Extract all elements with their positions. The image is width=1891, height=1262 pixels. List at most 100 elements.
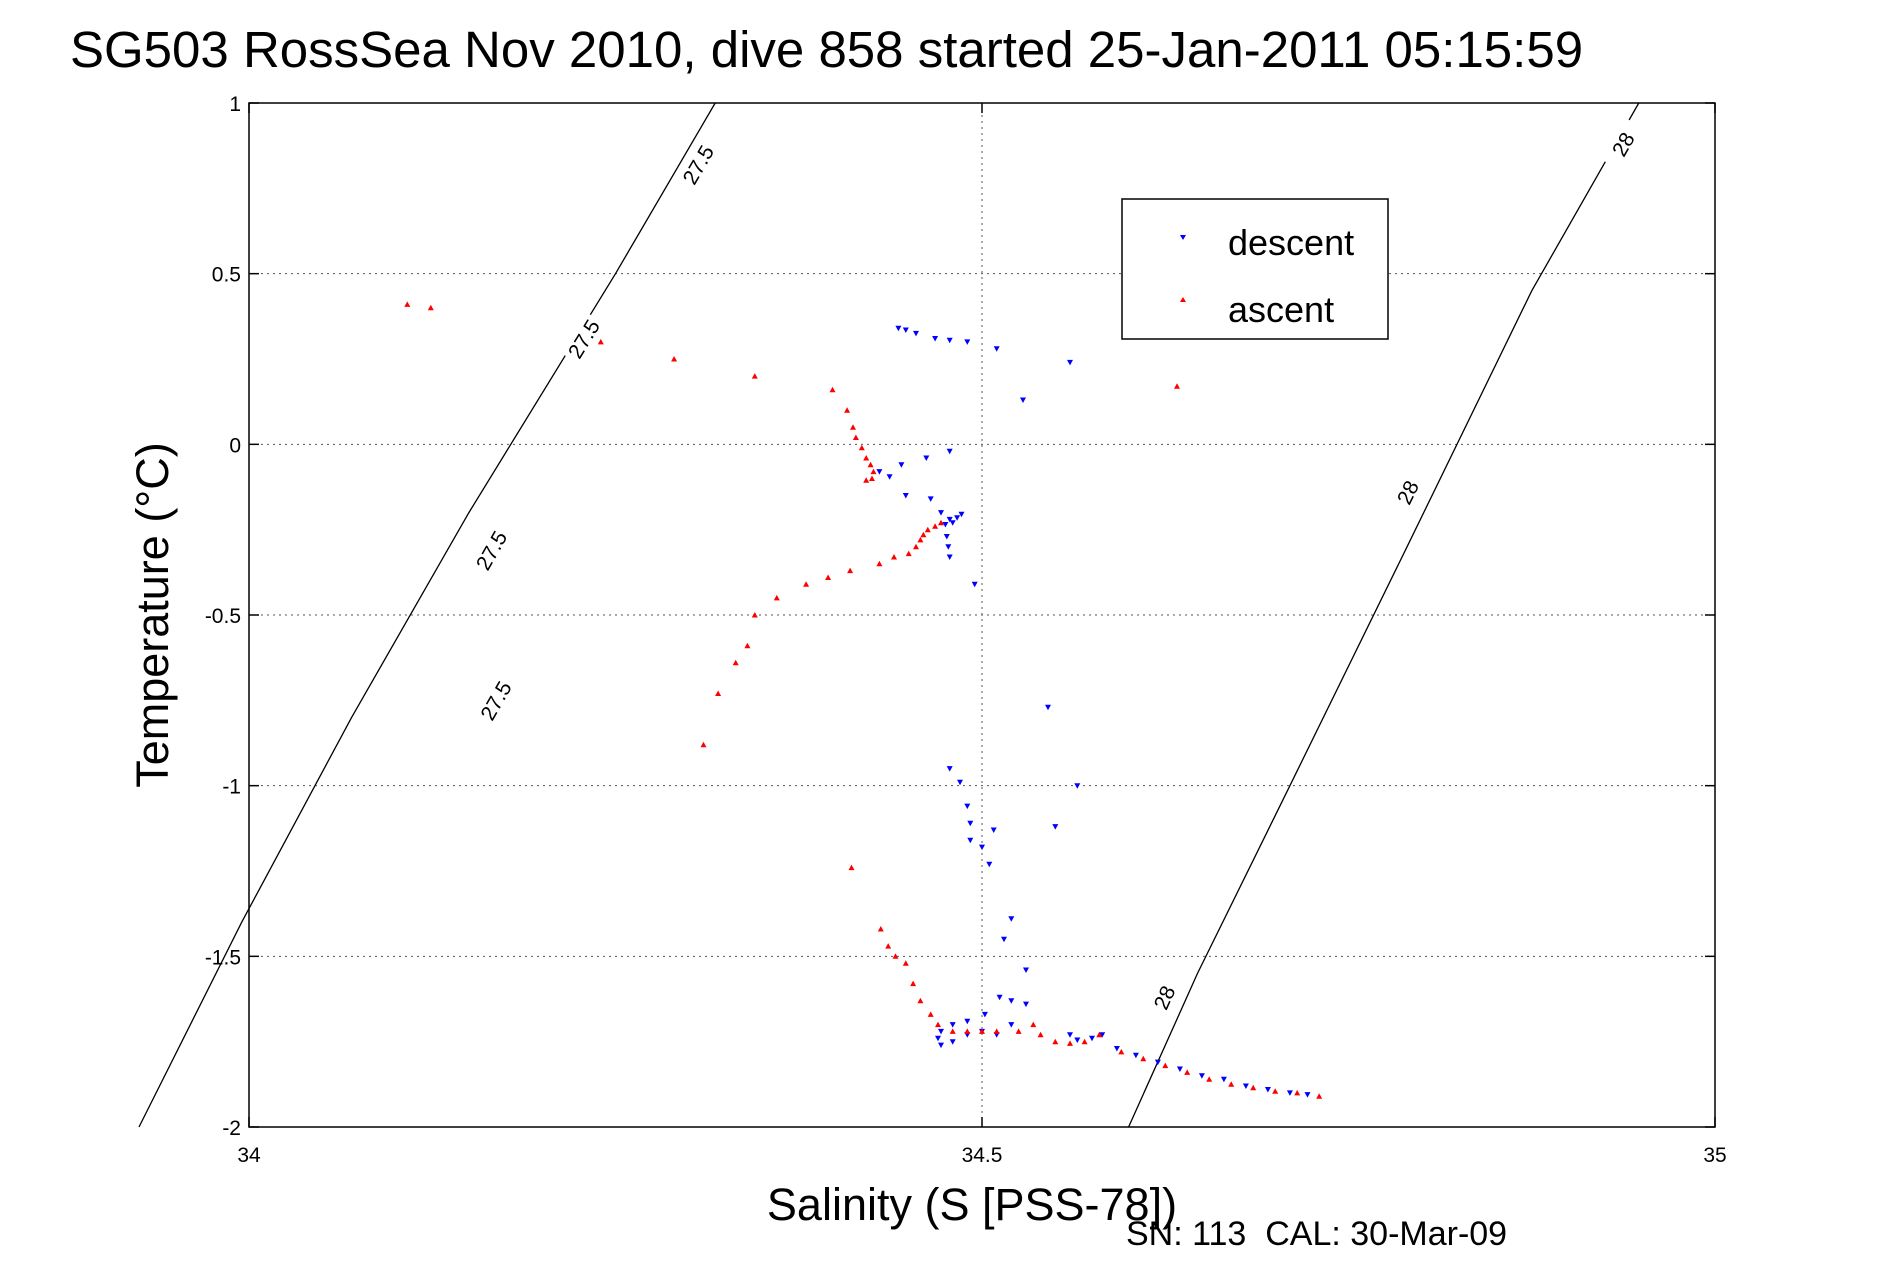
- legend-ascent-marker: [1180, 297, 1186, 302]
- descent-point: [886, 474, 893, 480]
- descent-point: [1220, 1076, 1227, 1083]
- descent-point: [954, 515, 961, 521]
- ascent-point: [751, 373, 758, 379]
- ascent-point: [979, 1028, 985, 1034]
- legend-box: [1121, 198, 1389, 340]
- ascent-point: [1184, 1069, 1191, 1075]
- descent-point: [932, 336, 939, 342]
- descent-point: [898, 462, 905, 468]
- descent-point: [949, 520, 956, 526]
- ascent-point: [885, 943, 892, 949]
- isopycnal-label-background: [1598, 116, 1647, 172]
- descent-point: [1008, 998, 1015, 1004]
- descent-point: [1074, 783, 1081, 789]
- descent-point: [938, 1028, 944, 1035]
- ascent-point: [427, 304, 434, 311]
- ascent-point: [1096, 1031, 1103, 1038]
- descent-point: [1045, 704, 1051, 711]
- descent-point: [938, 1042, 944, 1049]
- ascent-point: [1316, 1093, 1323, 1099]
- x-tick-label: 35: [1703, 1144, 1726, 1167]
- legend: descent ascent: [1121, 198, 1389, 340]
- descent-point: [1067, 359, 1073, 366]
- descent-point: [935, 1035, 941, 1042]
- ascent-point: [891, 554, 897, 560]
- ascent-point: [863, 477, 870, 483]
- descent-point: [942, 522, 949, 528]
- isopycnal-label-background: [471, 672, 520, 729]
- descent-point: [946, 516, 953, 523]
- descent-point: [946, 554, 953, 560]
- descent-point: [1264, 1087, 1271, 1093]
- descent-point: [1176, 1066, 1183, 1072]
- descent-point: [971, 581, 978, 588]
- descent-point: [1154, 1059, 1161, 1066]
- ascent-point: [404, 301, 411, 307]
- y-tick-label: -1.5: [205, 946, 241, 969]
- descent-point: [990, 827, 997, 833]
- descent-point: [986, 861, 993, 868]
- ascent-point: [829, 386, 836, 393]
- ascent-point: [1294, 1089, 1301, 1096]
- ascent-point: [917, 536, 924, 543]
- ascent-point: [876, 560, 883, 567]
- descent-point: [996, 994, 1003, 1001]
- ascent-point: [1140, 1055, 1147, 1062]
- ascent-point: [932, 523, 939, 529]
- ascent-point: [1174, 383, 1180, 389]
- descent-point: [902, 493, 909, 499]
- descent-point: [958, 511, 965, 518]
- ascent-point: [870, 468, 877, 475]
- ascent-point: [924, 526, 931, 533]
- descent-point: [895, 325, 902, 332]
- ascent-point: [844, 407, 851, 413]
- descent-point: [964, 339, 971, 345]
- ascent-point: [1052, 1038, 1059, 1045]
- y-tick-label: 0: [229, 434, 241, 457]
- descent-point: [923, 455, 930, 461]
- isopycnal-label-background: [558, 310, 608, 367]
- isopycnal-line: [138, 102, 716, 1128]
- isopycnal-line: [1128, 102, 1640, 1128]
- y-tick-label: -1: [222, 776, 241, 799]
- x-axis-ticks: 34 34.5 35: [237, 103, 1727, 1167]
- descent-point: [943, 534, 950, 540]
- descent-point: [913, 330, 919, 337]
- y-tick-label: 0.5: [212, 264, 241, 287]
- ascent-point: [902, 960, 909, 966]
- ascent-point: [850, 424, 856, 430]
- footer-serial-calibration: SN: 113 CAL: 30-Mar-09: [1126, 1215, 1507, 1253]
- ascent-point: [773, 594, 780, 601]
- descent-point: [964, 1018, 971, 1025]
- isopycnal-label-background: [1384, 464, 1431, 520]
- ascent-point: [863, 455, 870, 461]
- ascent-point: [1250, 1084, 1257, 1091]
- ascent-point: [869, 475, 875, 481]
- legend-descent-label: descent: [1228, 222, 1354, 263]
- legend-ascent-label: ascent: [1228, 289, 1334, 330]
- ascent-point: [993, 1028, 1000, 1034]
- x-tick-label: 34: [237, 1144, 261, 1167]
- descent-point: [1067, 1032, 1073, 1038]
- descent-point: [927, 496, 934, 502]
- descent-point: [1099, 1032, 1106, 1038]
- ascent-point: [825, 574, 832, 580]
- ascent-point: [1030, 1021, 1037, 1028]
- ascent-point: [1162, 1062, 1169, 1069]
- data-points: [404, 301, 1323, 1099]
- ascent-point: [858, 444, 865, 451]
- descent-point: [1023, 1001, 1029, 1008]
- descent-point: [949, 1022, 956, 1028]
- ascent-point: [1015, 1028, 1022, 1034]
- ascent-point: [732, 659, 739, 666]
- descent-point: [967, 837, 974, 844]
- descent-point: [1198, 1073, 1205, 1079]
- y-axis-label: Temperature (°C): [127, 442, 178, 788]
- descent-point: [902, 327, 909, 333]
- descent-point: [1020, 397, 1026, 403]
- ascent-point: [964, 1028, 971, 1034]
- descent-point: [1304, 1092, 1311, 1098]
- ascent-point: [744, 642, 751, 649]
- ascent-point: [751, 612, 758, 618]
- descent-point: [957, 779, 963, 786]
